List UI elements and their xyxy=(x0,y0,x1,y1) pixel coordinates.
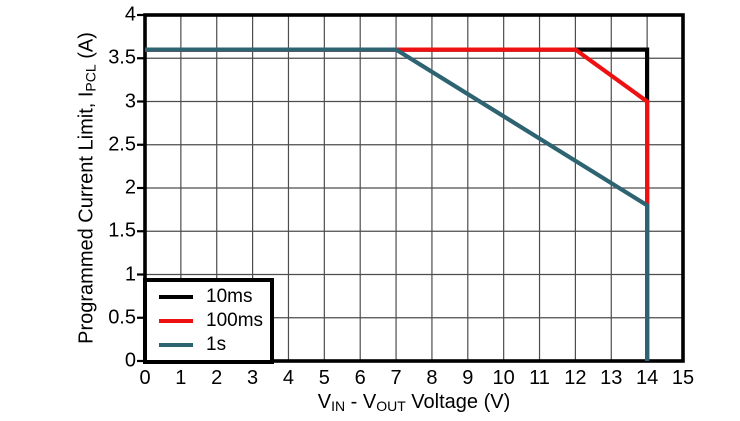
legend-label: 100ms xyxy=(206,310,264,331)
x-tick-label: 1 xyxy=(175,367,187,389)
axis-title-subscript: PCL xyxy=(82,64,99,92)
legend-label: 1s xyxy=(206,334,227,355)
x-tick-label: 5 xyxy=(318,367,330,389)
x-tick-label: 11 xyxy=(529,367,550,389)
series-line-1s xyxy=(145,47,650,361)
x-tick-label: 14 xyxy=(636,367,659,389)
x-tick-label: 8 xyxy=(426,367,438,389)
legend-item-1s: 1s xyxy=(147,333,270,357)
y-tick-label: 4 xyxy=(124,3,136,26)
x-tick-label: 10 xyxy=(492,367,515,389)
legend-items: 10ms 100ms 1s xyxy=(147,285,270,357)
x-tick-label: 13 xyxy=(600,367,623,389)
legend-swatch-10ms xyxy=(159,294,193,300)
y-tick-label: 0 xyxy=(124,349,136,372)
legend-swatch-1s xyxy=(159,342,193,348)
legend: 10ms 100ms 1s xyxy=(143,278,274,364)
legend-item-10ms: 10ms xyxy=(147,285,270,309)
x-tick-label: 3 xyxy=(247,367,259,389)
axis-title-subscript: OUT xyxy=(376,398,406,415)
y-axis-title: Programmed Current Limit, IPCL (A) xyxy=(75,32,98,344)
axis-title-text: (A) xyxy=(75,32,98,65)
axis-title-text: - V xyxy=(345,391,377,413)
axis-title-text: V xyxy=(317,391,332,413)
x-tick-label: 7 xyxy=(390,367,402,389)
y-tick-label: 2 xyxy=(124,176,136,199)
y-tick-label: 2.5 xyxy=(108,133,136,156)
legend-label: 10ms xyxy=(206,286,253,307)
axis-title-text: Voltage (V) xyxy=(405,391,511,413)
x-tick-label: 15 xyxy=(671,367,695,389)
legend-item-100ms: 100ms xyxy=(147,309,270,333)
plot-border xyxy=(143,13,685,363)
y-tick-label: 1.5 xyxy=(108,219,136,242)
y-tick-label: 3.5 xyxy=(108,46,136,69)
x-tick-label: 2 xyxy=(211,367,223,389)
y-tick-label: 3 xyxy=(124,90,136,113)
y-tick-label: 0.5 xyxy=(108,306,136,329)
x-tick-label: 0 xyxy=(139,367,151,389)
axis-title-text: Programmed Current Limit, I xyxy=(75,91,98,344)
x-tick-label: 6 xyxy=(354,367,366,389)
axis-title-subscript: IN xyxy=(331,398,346,415)
x-tick-label: 4 xyxy=(282,367,295,389)
x-axis-title: VIN - VOUT Voltage (V) xyxy=(145,391,683,414)
legend-swatch-100ms xyxy=(159,318,193,324)
x-tick-label: 9 xyxy=(462,367,474,389)
x-tick-label: 12 xyxy=(564,367,587,389)
y-tick-label: 1 xyxy=(124,263,136,286)
